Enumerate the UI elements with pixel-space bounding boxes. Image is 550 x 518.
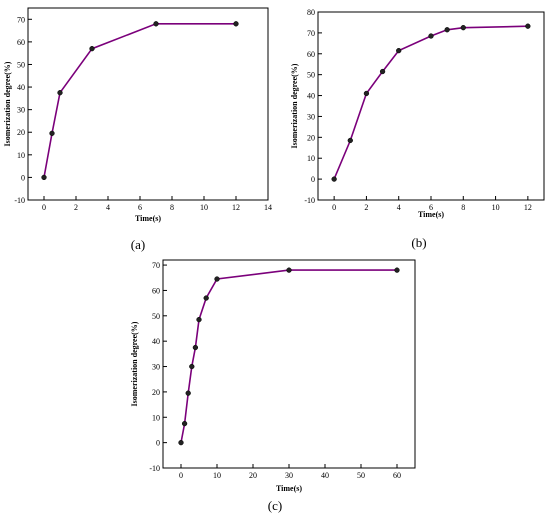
- y-tick-label: 30: [152, 363, 160, 372]
- data-point: [178, 439, 184, 446]
- data-point: [192, 344, 199, 351]
- y-tick-label: -10: [14, 196, 25, 205]
- data-point: [396, 47, 402, 54]
- y-tick-label: 40: [152, 337, 160, 346]
- y-tick-label: 20: [17, 128, 25, 137]
- y-tick-label: 70: [17, 15, 25, 24]
- y-tick-label: 10: [17, 151, 25, 160]
- x-tick-label: 8: [170, 203, 174, 212]
- x-tick-label: 12: [524, 203, 532, 212]
- data-point: [525, 23, 531, 29]
- plot-frame: [162, 259, 416, 469]
- y-tick-label: 0: [21, 173, 25, 182]
- x-tick-label: 0: [179, 471, 183, 480]
- data-point: [153, 21, 159, 27]
- data-point: [214, 276, 220, 282]
- x-tick-label: 10: [200, 203, 208, 212]
- x-tick-label: 6: [138, 203, 142, 212]
- x-tick-label: 2: [364, 203, 368, 212]
- y-tick-label: 50: [307, 71, 315, 80]
- data-point: [379, 68, 386, 75]
- x-tick-label: 2: [74, 203, 78, 212]
- data-point: [185, 390, 191, 396]
- panel-label: (b): [411, 235, 426, 250]
- x-axis-label: Time(s): [135, 214, 161, 223]
- chart-panel-1: 0 2 4 6 8 10 12 14 -10 0 10 20 30 40 50 60 70 Time(s) Isom…: [3, 7, 272, 252]
- y-tick-label: 0: [156, 439, 160, 448]
- y-tick-label: 70: [152, 261, 160, 270]
- series-line: [333, 25, 528, 180]
- data-point: [41, 174, 47, 181]
- panel-label: (c): [268, 498, 282, 513]
- x-tick-label: 10: [492, 203, 500, 212]
- data-point: [460, 25, 466, 31]
- x-tick-label: 20: [249, 471, 257, 480]
- data-point: [428, 33, 434, 39]
- x-tick-label: 8: [461, 203, 465, 212]
- y-tick-label: 50: [152, 312, 160, 321]
- y-tick-label: 20: [152, 388, 160, 397]
- x-tick-label: 40: [321, 471, 329, 480]
- y-tick-label: 60: [17, 38, 25, 47]
- data-point: [89, 46, 95, 52]
- data-point: [49, 130, 55, 137]
- y-tick-label: 70: [307, 29, 315, 38]
- y-tick-label: 10: [307, 154, 315, 163]
- data-point: [347, 137, 353, 144]
- y-tick-label: 60: [152, 286, 160, 295]
- y-tick-label: 40: [17, 83, 25, 92]
- data-point: [233, 21, 239, 27]
- data-point: [181, 420, 188, 427]
- y-tick-label: -10: [304, 196, 315, 205]
- x-axis-label: Time(s): [418, 210, 444, 219]
- x-tick-label: 4: [106, 203, 110, 212]
- data-point: [286, 267, 292, 273]
- x-tick-label: 0: [42, 203, 46, 212]
- x-tick-label: 50: [357, 471, 365, 480]
- y-tick-label: 30: [307, 112, 315, 121]
- y-tick-label: 40: [307, 92, 315, 101]
- y-tick-label: 20: [307, 133, 315, 142]
- chart-panel-2: 0 2 4 6 8 10 12 -10 0 10 20 30 40 50 60 70 80 Time(s) Isom…: [290, 8, 545, 250]
- data-point: [196, 316, 202, 323]
- x-tick-label: 6: [429, 203, 433, 212]
- data-point: [331, 176, 337, 182]
- y-axis-label: Isomerization degree(%): [130, 321, 139, 406]
- y-tick-label: 30: [17, 106, 25, 115]
- data-point: [57, 90, 63, 96]
- x-tick-label: 10: [213, 471, 221, 480]
- series-line: [43, 22, 236, 178]
- plot-frame: [317, 11, 545, 201]
- data-point: [203, 295, 209, 301]
- data-point: [444, 27, 450, 33]
- series-line: [180, 269, 397, 443]
- y-tick-label: 50: [17, 60, 25, 69]
- x-tick-label: 14: [264, 203, 272, 212]
- x-tick-label: 4: [397, 203, 401, 212]
- data-point: [363, 90, 370, 97]
- x-tick-label: 0: [332, 203, 336, 212]
- y-tick-label: -10: [149, 464, 160, 473]
- x-tick-label: 60: [393, 471, 401, 480]
- x-axis-label: Time(s): [276, 484, 302, 493]
- chart-panel-3: 0 10 20 30 40 50 60 -10 0 10 20 30 40 50 60 70 Time(s) Is…: [130, 259, 416, 513]
- x-tick-label: 30: [285, 471, 293, 480]
- y-tick-label: 10: [152, 413, 160, 422]
- x-tick-label: 12: [232, 203, 240, 212]
- data-point: [189, 363, 195, 370]
- y-tick-label: 60: [307, 50, 315, 59]
- y-axis-label: Isomerization degree(%): [3, 61, 12, 146]
- y-tick-label: 0: [311, 175, 315, 184]
- plot-frame: [27, 7, 269, 201]
- y-axis-label: Isomerization degree(%): [290, 63, 299, 148]
- data-point: [394, 267, 400, 273]
- panel-label: (a): [131, 237, 145, 252]
- y-tick-label: 80: [307, 8, 315, 17]
